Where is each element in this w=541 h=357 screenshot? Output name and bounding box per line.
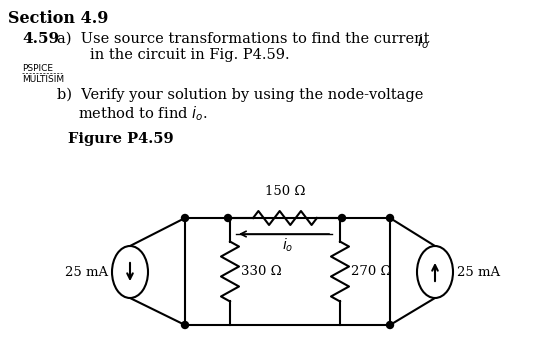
Circle shape [386, 322, 393, 328]
Text: 150 Ω: 150 Ω [265, 185, 305, 198]
Text: $i_o$: $i_o$ [282, 237, 294, 255]
Ellipse shape [112, 246, 148, 298]
Text: Section 4.9: Section 4.9 [8, 10, 108, 27]
Circle shape [339, 215, 346, 221]
Ellipse shape [417, 246, 453, 298]
Text: method to find $i_o$.: method to find $i_o$. [78, 104, 208, 123]
Text: 4.59: 4.59 [22, 32, 59, 46]
Text: $i_o$: $i_o$ [417, 32, 429, 51]
Circle shape [181, 322, 188, 328]
Text: 25 mA: 25 mA [65, 266, 108, 278]
Text: 270 Ω: 270 Ω [351, 265, 392, 278]
Text: a)  Use source transformations to find the current: a) Use source transformations to find th… [57, 32, 434, 46]
Text: Figure P4.59: Figure P4.59 [68, 132, 174, 146]
Text: in the circuit in Fig. P4.59.: in the circuit in Fig. P4.59. [90, 48, 289, 62]
Circle shape [386, 215, 393, 221]
Text: 25 mA: 25 mA [457, 266, 500, 278]
Text: PSPICE: PSPICE [22, 64, 53, 73]
Text: b)  Verify your solution by using the node-voltage: b) Verify your solution by using the nod… [57, 88, 424, 102]
Circle shape [225, 215, 232, 221]
Text: MULTISIM: MULTISIM [22, 75, 64, 84]
Circle shape [181, 215, 188, 221]
Text: 330 Ω: 330 Ω [241, 265, 282, 278]
